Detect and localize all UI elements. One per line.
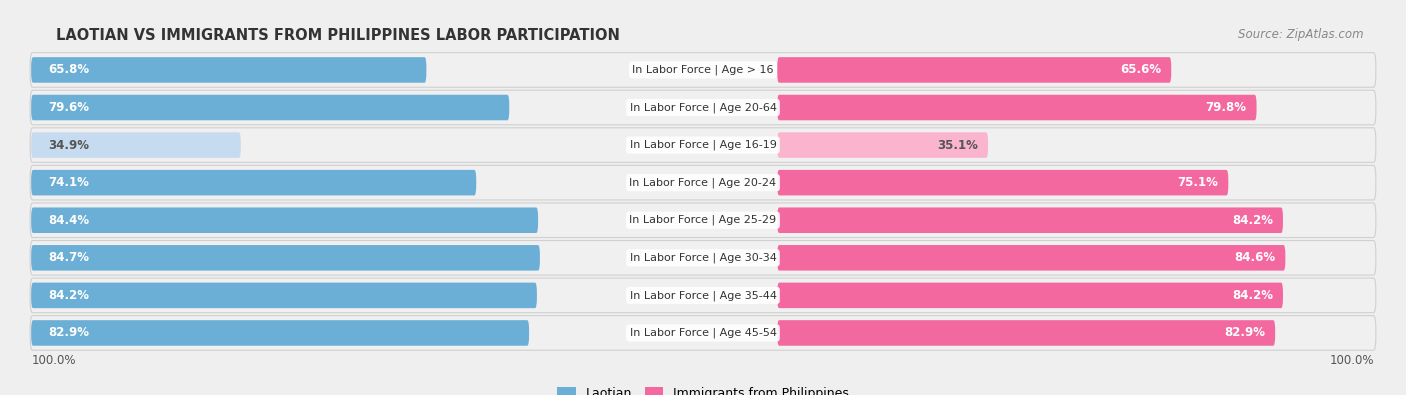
FancyBboxPatch shape — [31, 245, 540, 271]
Text: 65.8%: 65.8% — [48, 64, 89, 77]
FancyBboxPatch shape — [778, 170, 1229, 196]
Text: In Labor Force | Age 30-34: In Labor Force | Age 30-34 — [630, 252, 776, 263]
Text: In Labor Force | Age 25-29: In Labor Force | Age 25-29 — [630, 215, 776, 226]
FancyBboxPatch shape — [31, 95, 509, 120]
Text: 79.6%: 79.6% — [48, 101, 89, 114]
Text: 75.1%: 75.1% — [1177, 176, 1218, 189]
Text: In Labor Force | Age 35-44: In Labor Force | Age 35-44 — [630, 290, 776, 301]
FancyBboxPatch shape — [778, 132, 988, 158]
Text: In Labor Force | Age 45-54: In Labor Force | Age 45-54 — [630, 328, 776, 338]
FancyBboxPatch shape — [31, 132, 240, 158]
Text: 82.9%: 82.9% — [1225, 326, 1265, 339]
FancyBboxPatch shape — [30, 53, 1376, 87]
FancyBboxPatch shape — [778, 95, 1257, 120]
FancyBboxPatch shape — [31, 207, 538, 233]
FancyBboxPatch shape — [778, 320, 1275, 346]
Text: 84.6%: 84.6% — [1234, 251, 1275, 264]
Text: 84.2%: 84.2% — [48, 289, 89, 302]
FancyBboxPatch shape — [31, 282, 537, 308]
FancyBboxPatch shape — [30, 203, 1376, 237]
FancyBboxPatch shape — [30, 90, 1376, 125]
FancyBboxPatch shape — [778, 282, 1284, 308]
FancyBboxPatch shape — [31, 320, 529, 346]
Text: In Labor Force | Age 16-19: In Labor Force | Age 16-19 — [630, 140, 776, 150]
Text: Source: ZipAtlas.com: Source: ZipAtlas.com — [1239, 28, 1364, 41]
Text: 100.0%: 100.0% — [31, 354, 76, 367]
FancyBboxPatch shape — [30, 166, 1376, 200]
FancyBboxPatch shape — [30, 241, 1376, 275]
Text: 84.2%: 84.2% — [1232, 214, 1272, 227]
Text: 82.9%: 82.9% — [48, 326, 89, 339]
Text: In Labor Force | Age 20-64: In Labor Force | Age 20-64 — [630, 102, 776, 113]
Text: In Labor Force | Age 20-24: In Labor Force | Age 20-24 — [630, 177, 776, 188]
Text: 34.9%: 34.9% — [48, 139, 89, 152]
Text: 100.0%: 100.0% — [1330, 354, 1375, 367]
Text: 74.1%: 74.1% — [48, 176, 89, 189]
FancyBboxPatch shape — [31, 170, 477, 196]
FancyBboxPatch shape — [778, 207, 1284, 233]
Text: 84.2%: 84.2% — [1232, 289, 1272, 302]
FancyBboxPatch shape — [778, 57, 1171, 83]
FancyBboxPatch shape — [778, 245, 1285, 271]
Text: In Labor Force | Age > 16: In Labor Force | Age > 16 — [633, 65, 773, 75]
Text: LAOTIAN VS IMMIGRANTS FROM PHILIPPINES LABOR PARTICIPATION: LAOTIAN VS IMMIGRANTS FROM PHILIPPINES L… — [56, 28, 620, 43]
Text: 35.1%: 35.1% — [936, 139, 979, 152]
FancyBboxPatch shape — [30, 316, 1376, 350]
Legend: Laotian, Immigrants from Philippines: Laotian, Immigrants from Philippines — [553, 382, 853, 395]
FancyBboxPatch shape — [30, 278, 1376, 313]
Text: 84.7%: 84.7% — [48, 251, 89, 264]
Text: 79.8%: 79.8% — [1205, 101, 1247, 114]
Text: 65.6%: 65.6% — [1121, 64, 1161, 77]
FancyBboxPatch shape — [30, 128, 1376, 162]
FancyBboxPatch shape — [31, 57, 426, 83]
Text: 84.4%: 84.4% — [48, 214, 89, 227]
